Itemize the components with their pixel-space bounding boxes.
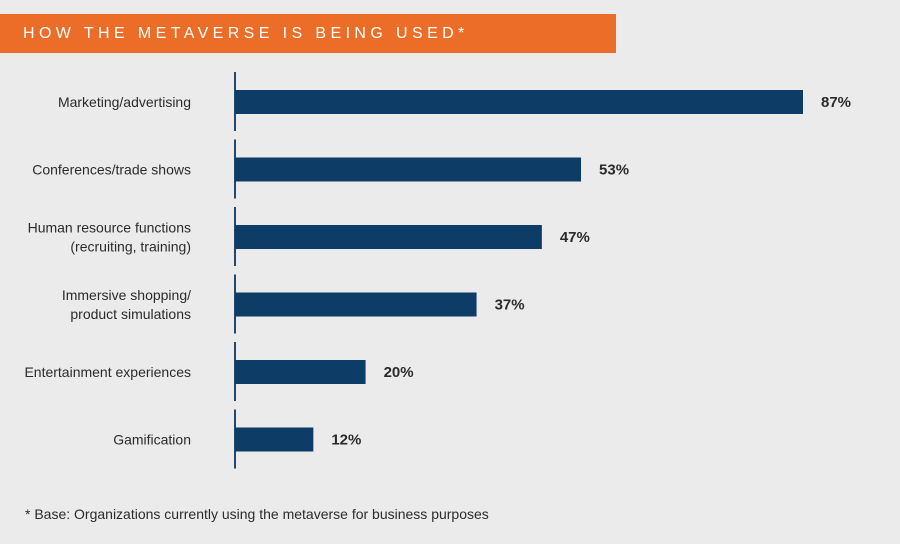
bar-value-label: 53% — [599, 162, 629, 179]
bar — [235, 157, 582, 182]
category-label: Human resource functions (recruiting, tra… — [28, 220, 191, 255]
category-label-line: Immersive shopping/ — [62, 287, 191, 303]
category-label-line: (recruiting, training) — [70, 239, 191, 255]
bar — [235, 90, 803, 114]
category-label-line: Entertainment experiences — [24, 364, 191, 380]
bar — [235, 427, 314, 452]
category-label-line: Marketing/advertising — [58, 94, 191, 110]
chart-title: HOW THE METAVERSE IS BEING USED* — [23, 24, 469, 42]
bar — [235, 292, 477, 317]
chart-title-banner: HOW THE METAVERSE IS BEING USED* — [0, 14, 616, 53]
bar — [235, 360, 366, 384]
category-label: Entertainment experiences — [24, 364, 191, 380]
bar-value-label: 37% — [495, 297, 525, 314]
bar-value-label: 20% — [384, 364, 414, 381]
bar — [235, 225, 542, 249]
category-label: Marketing/advertising — [58, 94, 191, 110]
category-label-line: Conferences/trade shows — [32, 162, 191, 178]
category-label-line: Human resource functions — [28, 220, 191, 236]
category-label: Gamification — [113, 432, 191, 448]
bar-value-label: 87% — [821, 94, 851, 111]
bar-value-label: 47% — [560, 229, 590, 246]
category-label-line: product simulations — [70, 306, 191, 322]
category-label: Conferences/trade shows — [32, 162, 191, 178]
category-label: Immersive shopping/product simulations — [62, 287, 191, 322]
category-label-line: Gamification — [113, 432, 191, 448]
chart-footnote: * Base: Organizations currently using th… — [25, 506, 489, 522]
bar-value-label: 12% — [331, 432, 361, 449]
